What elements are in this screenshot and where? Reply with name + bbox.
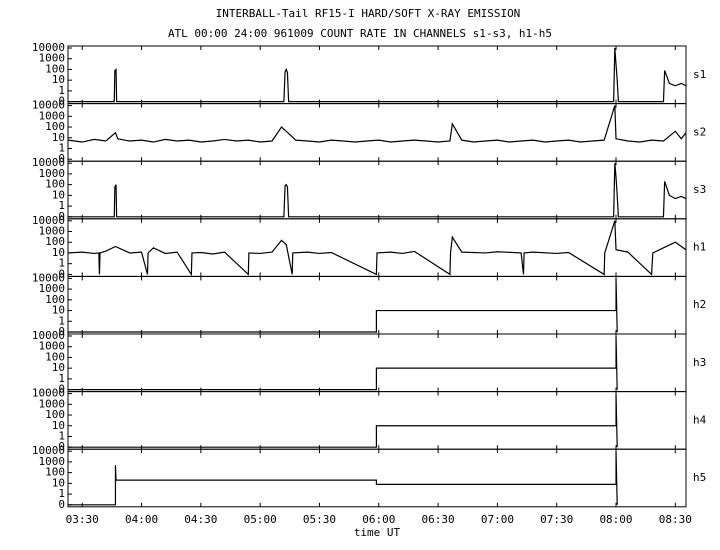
panel-label: h4 (693, 413, 707, 426)
y-tick-label: 10 (52, 73, 65, 86)
y-tick-label: 1 (58, 487, 65, 500)
panel-frame (67, 45, 687, 105)
y-tick-label: 1 (58, 257, 65, 270)
data-line (68, 393, 618, 448)
y-tick-label: 0 (58, 210, 65, 223)
y-tick-label: 10 (52, 476, 65, 489)
y-tick-label: 1000 (39, 52, 66, 65)
y-tick-label: 1 (58, 429, 65, 442)
y-tick-label: 100 (45, 62, 65, 75)
y-tick-label: 10 (52, 246, 65, 259)
y-tick-label: 1000 (39, 340, 66, 353)
y-tick-label: 1000 (39, 109, 66, 122)
y-tick-label: 10 (52, 304, 65, 317)
x-tick-label: 04:30 (184, 513, 217, 526)
y-tick-label: 100 (45, 235, 65, 248)
y-tick-label: 10 (52, 361, 65, 374)
data-line (67, 220, 687, 277)
x-axis-label: time UT (354, 526, 401, 539)
panel-label: h1 (693, 241, 706, 254)
y-tick-label: 0 (58, 152, 65, 165)
y-tick-label: 1000 (39, 225, 66, 238)
panel-label: h2 (693, 298, 706, 311)
y-tick-label: 10 (52, 188, 65, 201)
x-tick-label: 07:30 (540, 513, 573, 526)
panel-label: h5 (693, 471, 706, 484)
chart-subtitle: ATL 00:00 24:00 961009 COUNT RATE IN CHA… (168, 27, 552, 40)
x-tick-label: 08:30 (659, 513, 692, 526)
panel-frame (67, 448, 687, 508)
y-tick-label: 100 (45, 178, 65, 191)
y-tick-label: 1000 (39, 167, 66, 180)
x-tick-label: 05:30 (303, 513, 336, 526)
panel-label: h3 (693, 356, 706, 369)
y-tick-label: 10000 (32, 271, 65, 284)
y-tick-label: 0 (58, 267, 65, 280)
x-tick-label: 07:00 (481, 513, 514, 526)
panel-label: s1 (693, 68, 706, 81)
x-tick-label: 05:00 (244, 513, 277, 526)
y-tick-label: 10000 (32, 387, 65, 400)
y-tick-label: 1 (58, 84, 65, 97)
y-tick-label: 1 (58, 141, 65, 154)
y-tick-label: 0 (58, 325, 65, 338)
x-tick-label: 03:30 (66, 513, 99, 526)
data-line (68, 335, 618, 391)
x-tick-label: 06:00 (362, 513, 395, 526)
chart-title: INTERBALL-Tail RF15-I HARD/SOFT X-RAY EM… (216, 7, 521, 20)
y-tick-label: 10000 (32, 214, 65, 227)
y-tick-label: 1 (58, 199, 65, 212)
y-tick-label: 100 (45, 293, 65, 306)
y-tick-label: 10 (52, 131, 65, 144)
y-tick-label: 100 (45, 466, 65, 479)
y-tick-label: 10 (52, 419, 65, 432)
panel-label: s3 (693, 183, 706, 196)
y-tick-label: 100 (45, 408, 65, 421)
data-line (67, 105, 687, 143)
y-tick-label: 0 (58, 498, 65, 511)
data-line (68, 47, 687, 103)
y-tick-label: 1000 (39, 282, 66, 295)
panel-label: s2 (693, 125, 706, 138)
y-tick-label: 10000 (32, 99, 65, 112)
y-tick-label: 1 (58, 314, 65, 327)
y-tick-label: 10000 (32, 156, 65, 169)
y-tick-label: 100 (45, 120, 65, 133)
y-tick-label: 0 (58, 383, 65, 396)
panel-frame (67, 160, 687, 220)
y-tick-label: 1 (58, 372, 65, 385)
data-line (68, 163, 687, 218)
y-tick-label: 10000 (32, 41, 65, 54)
y-tick-label: 0 (58, 95, 65, 108)
panel-frame (67, 103, 687, 162)
y-tick-label: 0 (58, 440, 65, 453)
x-tick-label: 04:00 (125, 513, 158, 526)
y-tick-label: 1000 (39, 397, 66, 410)
data-line (68, 451, 618, 506)
y-tick-label: 10000 (32, 444, 65, 457)
y-tick-label: 1000 (39, 455, 66, 468)
y-tick-label: 10000 (32, 329, 65, 342)
x-tick-label: 06:30 (422, 513, 455, 526)
y-tick-label: 100 (45, 350, 65, 363)
data-line (68, 278, 618, 333)
x-tick-label: 08:00 (599, 513, 632, 526)
